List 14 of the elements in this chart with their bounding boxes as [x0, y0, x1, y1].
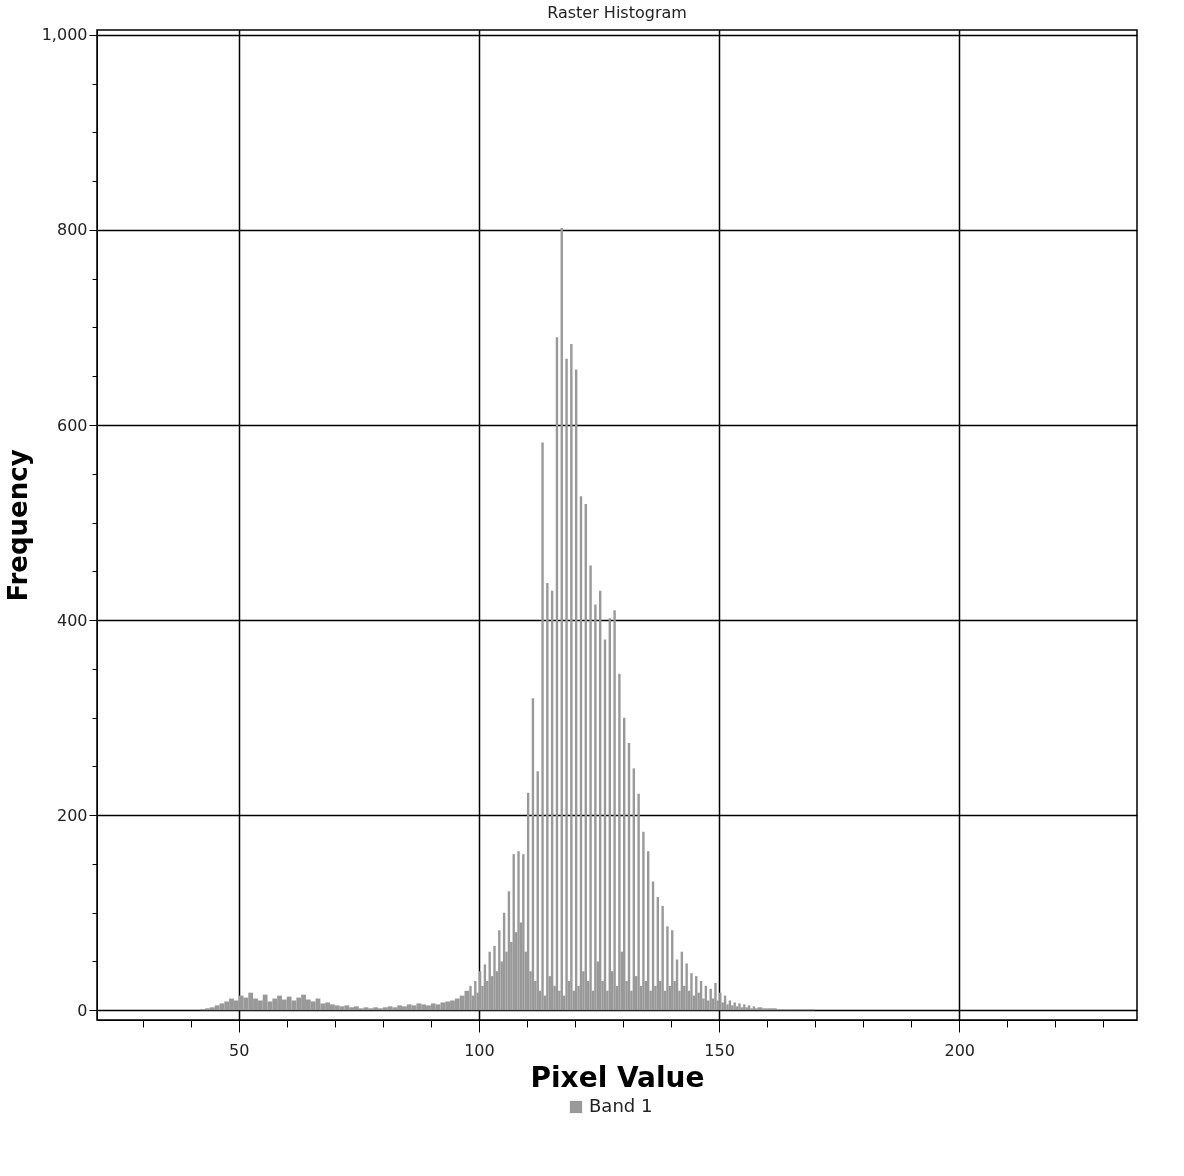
- legend-label: Band 1: [589, 1095, 653, 1116]
- x-axis-title: Pixel Value: [530, 1060, 705, 1094]
- x-tick-label: 200: [944, 1040, 976, 1060]
- x-tick-label: 100: [464, 1040, 495, 1060]
- y-tick-label: 400: [56, 610, 88, 630]
- y-tick-label: 200: [56, 805, 88, 825]
- y-axis-title: Frequency: [2, 449, 33, 602]
- y-tick-label: 1,000: [41, 25, 88, 45]
- y-tick-label: 800: [56, 220, 88, 240]
- y-tick-label: 600: [56, 415, 88, 435]
- y-tick-label: 0: [77, 1000, 88, 1020]
- x-tick-label: 150: [704, 1040, 735, 1060]
- chart-title: Raster Histogram: [547, 2, 687, 22]
- x-tick-label: 50: [229, 1040, 250, 1060]
